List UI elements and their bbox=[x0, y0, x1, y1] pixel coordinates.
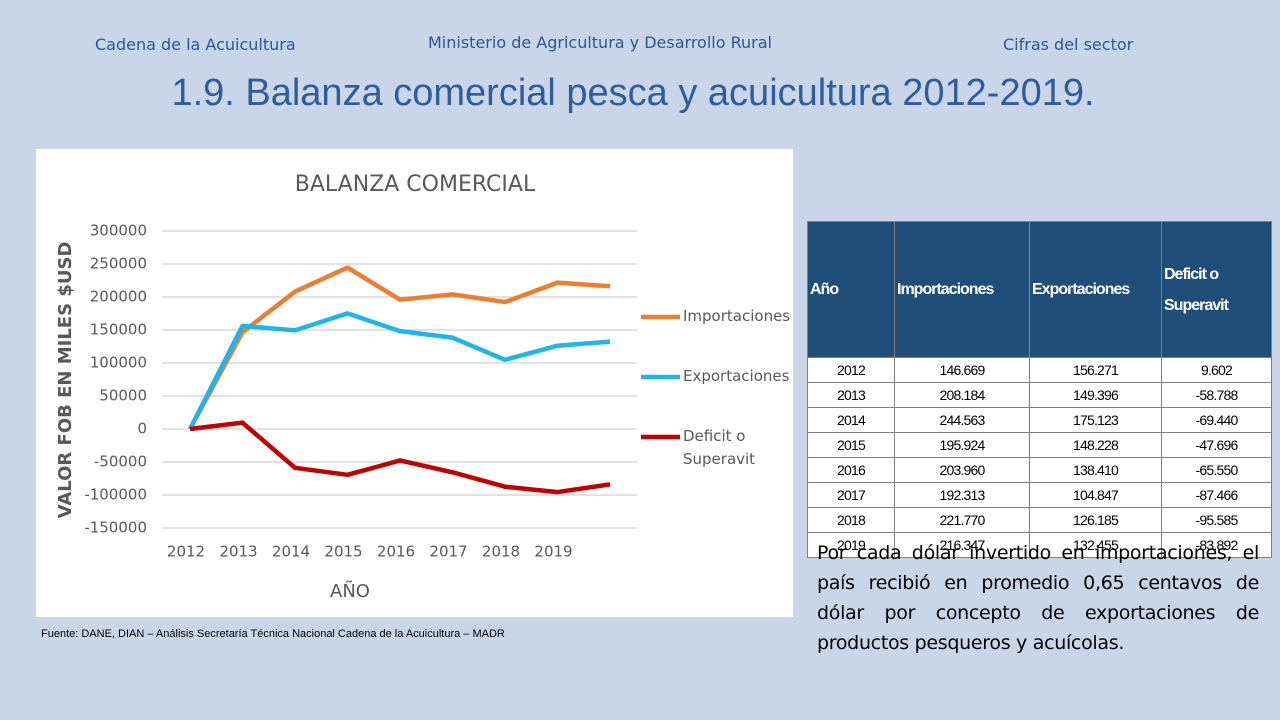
table-cell: 148.228 bbox=[1029, 432, 1162, 458]
y-tick-label: -100000 bbox=[84, 486, 147, 504]
table-cell: 146.669 bbox=[894, 357, 1030, 383]
source: Fuente: DANE, DIAN – Análisis Secretaría… bbox=[41, 628, 505, 640]
table-row: 2014 244.563 175.123 -69.440 bbox=[807, 407, 1272, 433]
table-cell: 104.847 bbox=[1029, 482, 1162, 508]
table-cell: 2013 bbox=[807, 382, 895, 408]
table-cell: 192.313 bbox=[894, 482, 1030, 508]
table-header-cell: Importaciones bbox=[894, 221, 1030, 358]
y-tick-label: 100000 bbox=[90, 354, 147, 372]
x-axis-title: AÑO bbox=[330, 580, 370, 602]
table-row: 2019 216.347 132.455 -83.892 bbox=[807, 532, 1272, 558]
table-cell: 126.185 bbox=[1029, 507, 1162, 533]
legend-label: Deficit o Superavit bbox=[683, 427, 756, 468]
y-tick-label: -150000 bbox=[84, 519, 147, 537]
x-tick-label: 2012 bbox=[167, 543, 205, 561]
data-line bbox=[188, 265, 611, 431]
table-cell: 2017 bbox=[807, 482, 895, 508]
table-cell: 156.271 bbox=[1029, 357, 1162, 383]
table-cell: -69.440 bbox=[1161, 407, 1272, 433]
y-tick-label: 0 bbox=[137, 420, 147, 438]
table-row: 2017 192.313 104.847 -87.466 bbox=[807, 482, 1272, 508]
data-line bbox=[189, 420, 611, 495]
table-cell: 203.960 bbox=[894, 457, 1030, 483]
x-tick-label: 2014 bbox=[272, 543, 310, 561]
y-tick-label: 50000 bbox=[99, 387, 147, 405]
table-cell: 221.770 bbox=[894, 507, 1030, 533]
note: Por cada dólar invertido en importacione… bbox=[817, 542, 1259, 654]
table-cell: 2018 bbox=[807, 507, 895, 533]
legend-label: Importaciones bbox=[683, 307, 791, 325]
slide-title: 1.9. Balanza comercial pesca y acuicultu… bbox=[171, 72, 1095, 114]
table-row: 2012 146.669 156.271 9.602 bbox=[807, 357, 1272, 383]
table-row: 2018 221.770 126.185 -95.585 bbox=[807, 507, 1272, 533]
x-tick-label: 2013 bbox=[219, 543, 257, 561]
x-tick-label: 2018 bbox=[482, 543, 520, 561]
table-cell: 208.184 bbox=[894, 382, 1030, 408]
x-tick-label: 2019 bbox=[534, 543, 572, 561]
y-tick-label: 250000 bbox=[90, 255, 147, 273]
table-cell: -65.550 bbox=[1161, 457, 1272, 483]
y-tick-label: 300000 bbox=[90, 222, 147, 240]
y-axis-title: VALOR FOB EN MILES $USD bbox=[55, 242, 76, 519]
x-tick-label: 2015 bbox=[324, 543, 362, 561]
table-cell: 2015 bbox=[807, 432, 895, 458]
table-row: 2016 203.960 138.410 -65.550 bbox=[807, 457, 1272, 483]
y-tick-label: 150000 bbox=[90, 321, 147, 339]
table-cell: 9.602 bbox=[1161, 357, 1272, 383]
header-left: Cadena de la Acuicultura bbox=[95, 35, 296, 54]
table-cell: 2016 bbox=[807, 457, 895, 483]
table-cell: -87.466 bbox=[1161, 482, 1272, 508]
y-tick-label: -50000 bbox=[94, 453, 147, 471]
header-center: Ministerio de Agricultura y Desarrollo R… bbox=[428, 33, 772, 52]
table-header-cell: Exportaciones bbox=[1029, 221, 1162, 358]
y-tick-label: 200000 bbox=[90, 288, 147, 306]
x-tick-label: 2016 bbox=[377, 543, 415, 561]
table-cell: -47.696 bbox=[1161, 432, 1272, 458]
legend-label: Exportaciones bbox=[683, 367, 790, 385]
header-right: Cifras del sector bbox=[1003, 35, 1134, 54]
data-table: Año Importaciones Exportaciones Deficit o S… bbox=[807, 221, 1272, 558]
table-cell: 195.924 bbox=[894, 432, 1030, 458]
table-row: 2015 195.924 148.228 -47.696 bbox=[807, 432, 1272, 458]
table-header-row: Año Importaciones Exportaciones Deficit o S… bbox=[807, 221, 1272, 358]
table-cell: 2014 bbox=[807, 407, 895, 433]
table-cell: 175.123 bbox=[1029, 407, 1162, 433]
table-cell: -58.788 bbox=[1161, 382, 1272, 408]
table-cell: -83.892 bbox=[1161, 532, 1272, 558]
chart-title: BALANZA COMERCIAL bbox=[295, 172, 536, 197]
table-header-cell: Deficit o Superavit bbox=[1161, 221, 1272, 358]
table-cell: 149.396 bbox=[1029, 382, 1162, 408]
table-cell: 244.563 bbox=[894, 407, 1030, 433]
table-row: 2013 208.184 149.396 -58.788 bbox=[807, 382, 1272, 408]
table-cell: 2019 bbox=[807, 532, 895, 558]
data-line bbox=[187, 311, 611, 431]
table-cell: 2012 bbox=[807, 357, 895, 383]
table-cell: -95.585 bbox=[1161, 507, 1272, 533]
table-cell: 138.410 bbox=[1029, 457, 1162, 483]
x-tick-label: 2017 bbox=[429, 543, 467, 561]
chart-background bbox=[36, 149, 793, 617]
table-header-cell: Año bbox=[807, 221, 895, 358]
